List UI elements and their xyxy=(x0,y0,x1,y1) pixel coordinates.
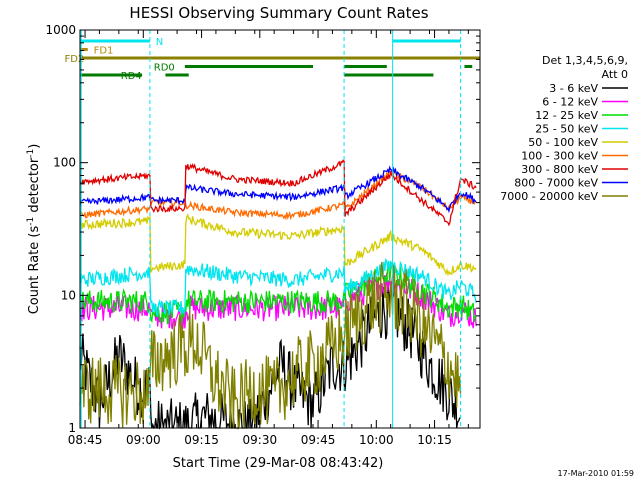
x-axis-label: Start Time (29-Mar-08 08:43:42) xyxy=(173,456,384,471)
flag-label: FD2 xyxy=(64,54,84,65)
y-tick-label: 1 xyxy=(68,421,76,435)
flag-label: FD1 xyxy=(94,46,114,57)
generation-timestamp: 17-Mar-2010 01:59 xyxy=(558,469,635,478)
legend-label: 7000 - 20000 keV xyxy=(500,190,598,203)
legend-label: 100 - 300 keV xyxy=(521,150,598,163)
series-line xyxy=(79,261,462,431)
curves-layer xyxy=(79,159,477,431)
flag-label: RD0 xyxy=(154,63,175,74)
legend-label: 6 - 12 keV xyxy=(542,96,598,109)
axes-layer: 08:45 09:00 09:15 09:30 09:45 10:00 10:15 1 10 10… xyxy=(45,23,480,447)
x-tick-label: 08:45 xyxy=(68,433,103,447)
vertical-markers xyxy=(80,30,462,428)
x-tick-label: 10:00 xyxy=(359,433,394,447)
legend-label: 3 - 6 keV xyxy=(549,82,598,95)
legend-label: 300 - 800 keV xyxy=(521,163,598,176)
y-tick-label: 100 xyxy=(53,156,76,170)
x-tick-label: 09:45 xyxy=(301,433,336,447)
legend-label: 25 - 50 keV xyxy=(535,123,598,136)
x-tick-label: 09:30 xyxy=(243,433,278,447)
flag-label: RD4 xyxy=(121,71,142,82)
chart-title: HESSI Observing Summary Count Rates xyxy=(129,4,428,22)
legend-header-attenuator: Att 0 xyxy=(602,68,628,81)
series-line xyxy=(79,272,477,330)
x-tick-label: 09:15 xyxy=(184,433,219,447)
legend-header-detectors: Det 1,3,4,5,6,9, xyxy=(542,54,628,67)
legend-label: 50 - 100 keV xyxy=(528,136,598,149)
y-tick-label: 10 xyxy=(61,288,76,302)
x-tick-label: 10:15 xyxy=(417,433,452,447)
plot-frame xyxy=(79,29,481,429)
legend-label: 12 - 25 keV xyxy=(535,109,598,122)
series-line xyxy=(79,262,477,325)
series-line xyxy=(79,257,477,318)
series-line xyxy=(79,159,477,227)
legend-label: 800 - 7000 keV xyxy=(514,177,598,190)
flag-label: N xyxy=(156,37,163,48)
series-line xyxy=(79,213,477,277)
y-axis-label: Count Rate (s-1 detector-1) xyxy=(26,144,42,315)
flags-layer: N FD1 FD2 RD0 RD4 xyxy=(64,37,480,82)
x-tick-label: 09:00 xyxy=(126,433,161,447)
series-line xyxy=(79,165,477,214)
y-tick-label: 1000 xyxy=(45,23,76,37)
